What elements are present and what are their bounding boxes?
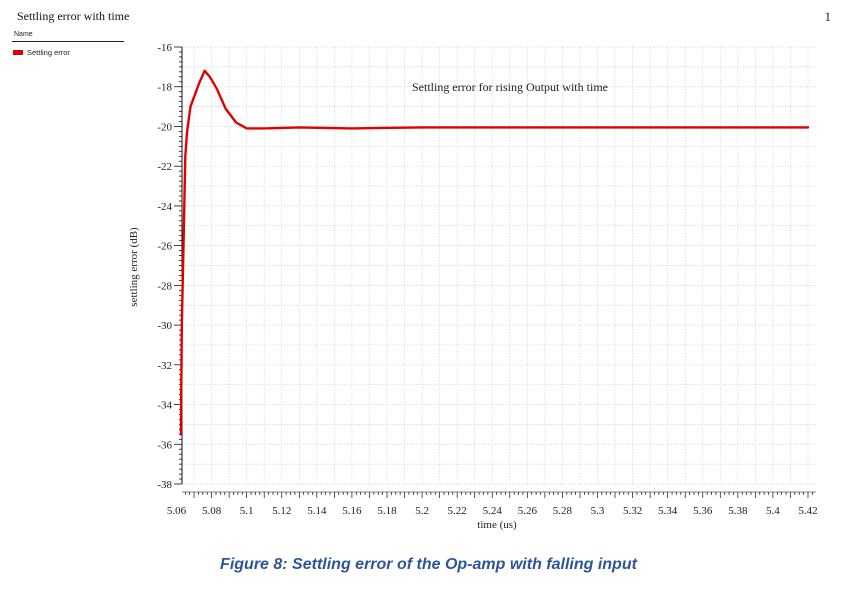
x-tick-label: 5.2: [415, 505, 429, 517]
y-tick-label: -34: [157, 400, 172, 412]
x-tick-label: 5.4: [766, 505, 780, 517]
x-tick-label: 5.1: [240, 505, 254, 517]
x-tick-label: 5.12: [272, 505, 291, 517]
y-tick-label: -20: [157, 121, 172, 133]
legend-item[interactable]: Settling error: [13, 48, 70, 57]
legend-label: Settling error: [27, 48, 70, 57]
series-layer: [179, 69, 810, 436]
y-tick-label: -24: [157, 201, 172, 213]
y-axis-label: settling error (dB): [128, 227, 140, 307]
x-tick-label: 5.06: [167, 505, 187, 517]
legend-divider: [12, 41, 124, 42]
x-tick-label: 5.08: [202, 505, 222, 517]
y-tick-label: -18: [157, 82, 172, 94]
x-tick-label: 5.3: [591, 505, 605, 517]
y-tick-label: -36: [157, 439, 172, 451]
x-tick-label: 5.34: [658, 505, 678, 517]
page-number: 1: [824, 9, 832, 24]
y-tick-label: -32: [157, 360, 172, 372]
x-tick-label: 5.22: [448, 505, 467, 517]
y-tick-label: -28: [157, 280, 172, 292]
y-tick-label: -26: [157, 241, 172, 253]
x-tick-label: 5.16: [342, 505, 362, 517]
y-tick-label: -16: [157, 42, 172, 54]
x-tick-label: 5.24: [483, 505, 503, 517]
axes: -16 -18 -20 -22 -24 -26 -28 -30 -32 -34 -36 -38 5.06…: [157, 42, 817, 517]
series-line-settling-error: [179, 69, 810, 436]
y-tick-label: -30: [157, 320, 172, 332]
y-tick-label: -22: [157, 161, 172, 173]
x-tick-label: 5.28: [553, 505, 573, 517]
x-axis-label: time (us): [477, 519, 517, 531]
legend-header: Name: [14, 31, 33, 38]
legend-swatch: [13, 50, 23, 55]
grid: [182, 46, 816, 485]
page-title: Settling error with time: [17, 9, 130, 23]
chart-title: Settling error for rising Output with ti…: [412, 80, 608, 94]
x-tick-label: 5.38: [728, 505, 748, 517]
x-tick-label: 5.42: [798, 505, 817, 517]
x-tick-label: 5.14: [307, 505, 327, 517]
x-tick-label: 5.26: [518, 505, 538, 517]
figure-caption: Figure 8: Settling error of the Op-amp w…: [220, 556, 637, 573]
y-tick-label: -38: [157, 479, 172, 491]
x-tick-label: 5.18: [377, 505, 397, 517]
x-tick-label: 5.36: [693, 505, 713, 517]
x-tick-label: 5.32: [623, 505, 642, 517]
